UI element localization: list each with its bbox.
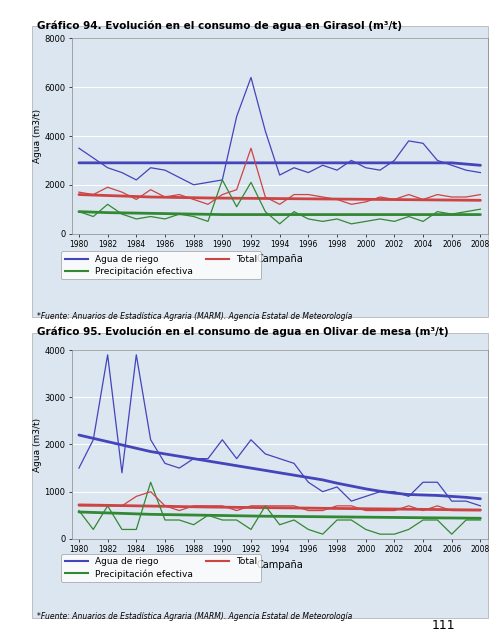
X-axis label: Campaña: Campaña (256, 560, 303, 570)
Text: Gráfico 95. Evolución en el consumo de agua en Olivar de mesa (m³/t): Gráfico 95. Evolución en el consumo de a… (37, 326, 449, 337)
Legend: Agua de riego, Precipitación efectiva, Total: Agua de riego, Precipitación efectiva, T… (61, 251, 261, 280)
Text: 111: 111 (432, 620, 455, 632)
Y-axis label: Agua (m3/t): Agua (m3/t) (33, 109, 42, 163)
Legend: Agua de riego, Precipitación efectiva, Total: Agua de riego, Precipitación efectiva, T… (61, 554, 261, 582)
Text: *Fuente: Anuarios de Estadística Agraria (MARM). Agencia Estatal de Meteorología: *Fuente: Anuarios de Estadística Agraria… (37, 312, 352, 321)
Text: *Fuente: Anuarios de Estadística Agraria (MARM). Agencia Estatal de Meteorología: *Fuente: Anuarios de Estadística Agraria… (37, 612, 352, 621)
X-axis label: Campaña: Campaña (256, 255, 303, 264)
Y-axis label: Agua (m3/t): Agua (m3/t) (33, 417, 42, 472)
Text: Gráfico 94. Evolución en el consumo de agua en Girasol (m³/t): Gráfico 94. Evolución en el consumo de a… (37, 20, 402, 31)
